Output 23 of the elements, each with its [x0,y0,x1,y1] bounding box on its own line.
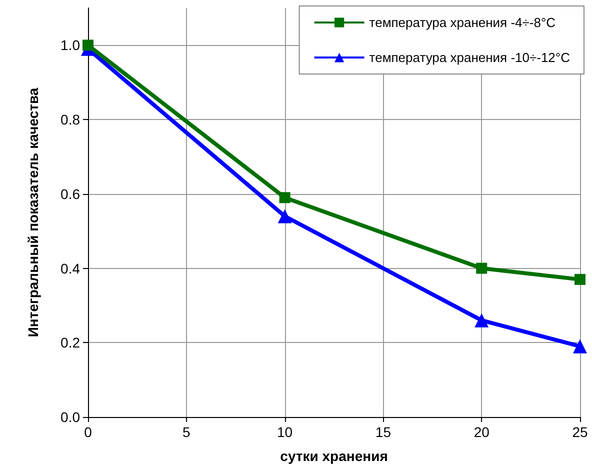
legend-label: температура хранения -10÷-12°C [369,50,570,65]
y-tick-label: 0.0 [60,409,80,425]
y-tick-label: 1.0 [60,37,80,54]
point [279,192,290,204]
x-tick-label: 10 [277,424,293,440]
point [82,40,94,51]
y-tick-label: 0.8 [60,112,80,128]
legend-label: температура хранения -4÷-8°C [369,15,556,30]
point [574,274,586,285]
point [278,209,292,224]
y-tick-label: 0.4 [60,260,80,276]
x-tick-label: 25 [572,424,588,440]
y-axis-title: Интегральный показатель качества [25,88,41,338]
y-tick-label: 0.2 [60,334,80,351]
x-tick-label: 0 [84,424,92,440]
x-axis-title: сутки хранения [280,448,388,464]
x-tick-label: 15 [375,424,392,440]
x-tick-label: 5 [182,424,190,440]
point [474,313,489,328]
y-tick-label: 0.6 [60,186,80,202]
x-tick-label: 20 [474,424,490,440]
point [573,339,587,354]
point [476,262,488,274]
